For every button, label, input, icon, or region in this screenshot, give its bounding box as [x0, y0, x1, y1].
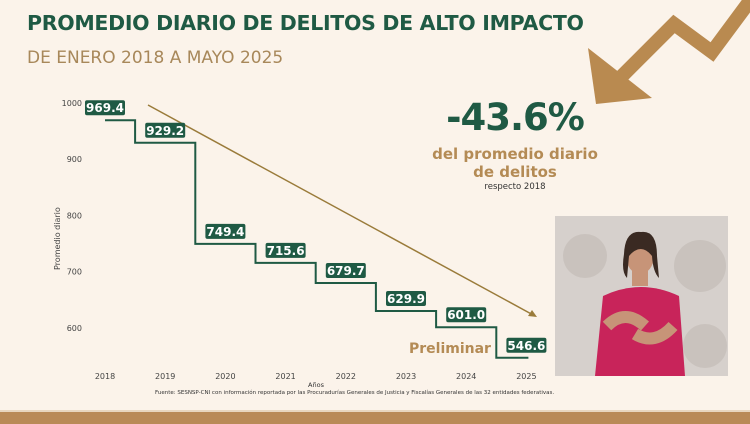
data-label-text: 715.6 [267, 244, 305, 258]
x-axis-label: Años [308, 381, 325, 389]
x-tick-label: 2018 [95, 372, 115, 381]
data-label: 929.2 [145, 122, 186, 138]
data-label-text: 679.7 [327, 264, 365, 278]
data-label-box [85, 100, 125, 116]
data-label: 715.6 [265, 242, 306, 258]
x-tick-label: 2025 [516, 372, 536, 381]
data-label-text: 546.6 [507, 339, 545, 353]
data-label-box [205, 223, 246, 239]
percent-note: respecto 2018 [484, 182, 546, 192]
x-tick-label: 2020 [215, 372, 235, 381]
data-label-text: 749.4 [206, 225, 244, 239]
percent-description: del promedio diario de delitos [432, 145, 598, 181]
footer-bar [0, 410, 750, 424]
sign-language-interpreter-video [555, 216, 728, 376]
data-label: 679.7 [325, 263, 366, 279]
data-label-box [506, 337, 547, 353]
data-label: 749.4 [205, 223, 246, 239]
preliminary-label: Preliminar [409, 341, 491, 357]
x-tick-label: 2019 [155, 372, 175, 381]
x-tick-label: 2021 [275, 372, 295, 381]
data-label-box [325, 263, 366, 279]
x-tick-label: 2024 [456, 372, 476, 381]
data-label-box [145, 122, 186, 138]
data-label-box [446, 307, 487, 323]
down-trend-arrow-icon [588, 0, 750, 104]
data-label: 601.0 [446, 307, 487, 323]
x-tick-label: 2023 [396, 372, 416, 381]
data-label-text: 629.9 [387, 292, 425, 306]
y-tick-label: 700 [67, 268, 82, 277]
y-tick-label: 800 [67, 211, 82, 220]
interpreter-figure [555, 216, 728, 376]
y-tick-label: 900 [67, 155, 82, 164]
y-tick-label: 600 [67, 324, 82, 333]
step-line [105, 119, 529, 359]
y-tick-label: 1000 [62, 99, 82, 108]
y-axis-label: Promedio diario [53, 207, 62, 270]
data-label: 969.4 [85, 100, 125, 116]
data-label-text: 969.4 [86, 101, 124, 115]
trend-line [147, 104, 537, 317]
page-title: PROMEDIO DIARIO DE DELITOS DE ALTO IMPAC… [27, 11, 584, 35]
percent-change: -43.6% [446, 96, 585, 139]
data-label: 546.6 [506, 337, 547, 353]
x-tick-label: 2022 [336, 372, 356, 381]
data-label-text: 929.2 [146, 124, 184, 138]
source-note: Fuente: SESNSP-CNI con información repor… [155, 390, 555, 396]
data-label-box [265, 242, 306, 258]
page-subtitle: DE ENERO 2018 A MAYO 2025 [27, 48, 284, 68]
data-label: 629.9 [386, 290, 426, 306]
data-label-text: 601.0 [447, 308, 485, 322]
data-label-box [386, 290, 426, 306]
